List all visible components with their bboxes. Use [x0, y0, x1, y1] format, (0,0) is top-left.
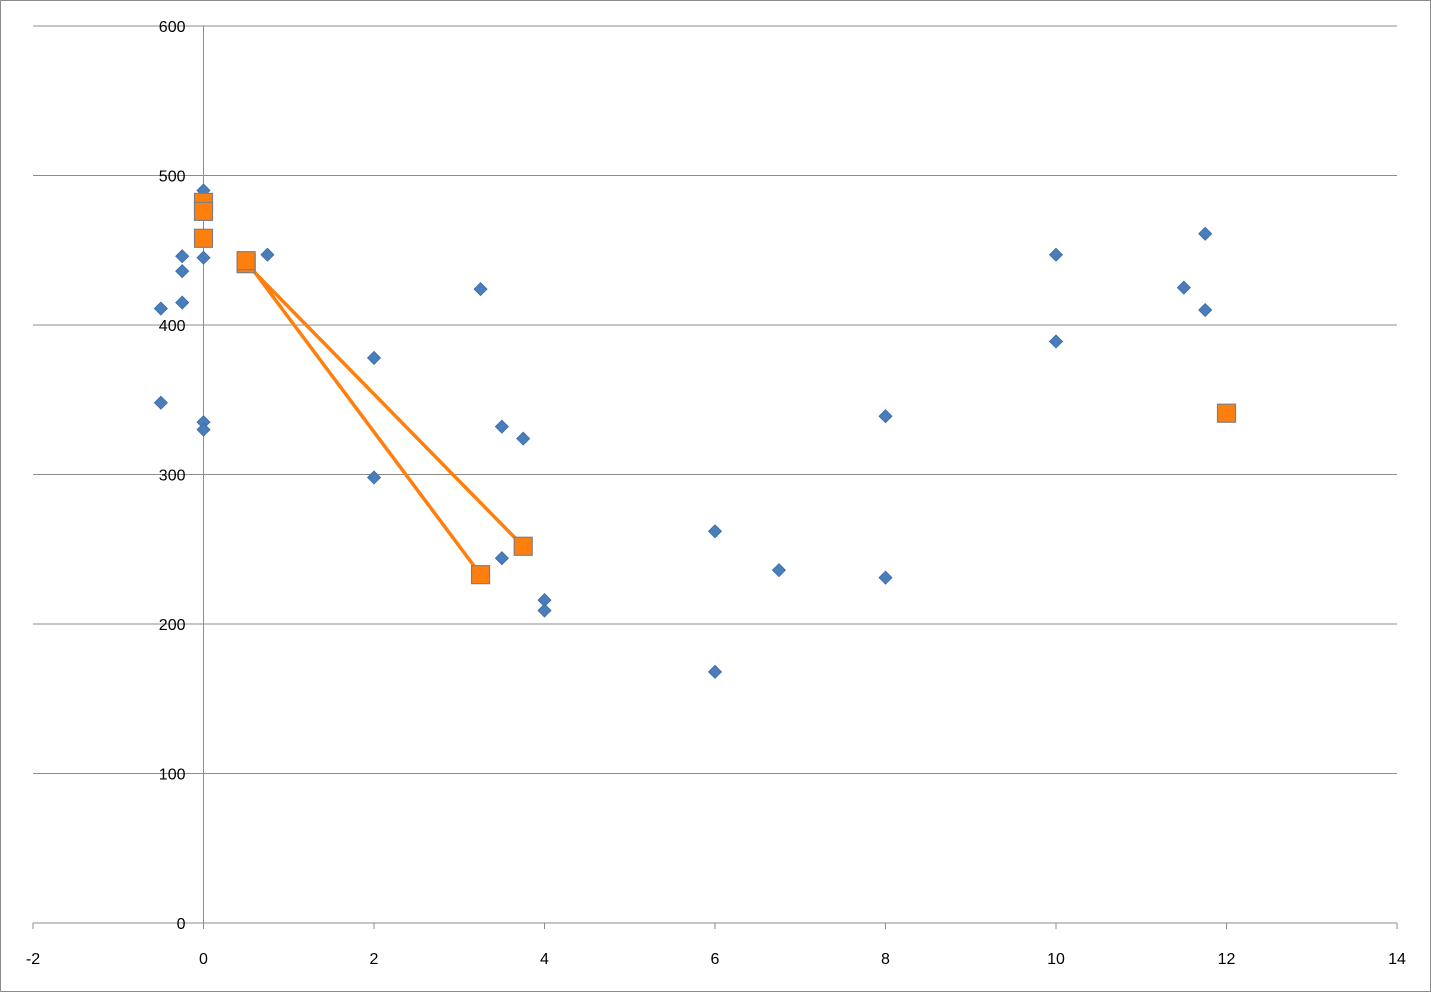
diamond-marker — [175, 295, 190, 310]
diamond-marker — [707, 664, 723, 679]
square-marker — [193, 228, 214, 248]
series-line — [244, 262, 525, 548]
diamond-marker — [175, 249, 190, 264]
diamond-marker — [707, 524, 723, 539]
diamond-marker — [878, 409, 893, 424]
y-tick-label: 100 — [159, 767, 186, 784]
y-tick-label: 0 — [177, 916, 186, 933]
diamond-marker — [494, 551, 509, 566]
x-tick-label: 10 — [1047, 951, 1065, 968]
y-tick-label: 300 — [159, 468, 186, 485]
diamond-marker — [153, 301, 168, 316]
gridlines — [33, 25, 1397, 774]
x-tick-label: 6 — [711, 951, 720, 968]
diamond-marker — [1176, 280, 1191, 295]
diamond-marker — [196, 422, 211, 437]
diamond-marker — [494, 419, 509, 434]
diamond-marker — [175, 264, 190, 279]
diamond-marker — [1048, 247, 1064, 262]
square-marker — [470, 565, 491, 585]
square-marker — [193, 201, 214, 221]
diamond-marker — [153, 395, 168, 410]
diamond-marker — [366, 350, 382, 365]
square-marker — [236, 251, 256, 271]
diamond-marker — [196, 250, 211, 265]
data-markers — [153, 183, 1237, 679]
x-tick-label: 2 — [370, 951, 379, 968]
diamond-marker — [878, 570, 893, 585]
axes — [32, 26, 1398, 929]
tick-labels: 0 100 200 300 400 500 600 -2 0 2 4 6 8 10 12 14 — [26, 19, 1406, 968]
x-tick-label: 12 — [1218, 951, 1236, 968]
x-tick-label: 4 — [540, 951, 549, 968]
y-tick-label: 400 — [159, 318, 186, 335]
diamond-marker — [537, 603, 552, 618]
diamond-marker — [516, 431, 531, 446]
x-tick-label: 0 — [199, 951, 208, 968]
diamond-marker — [260, 247, 275, 262]
series-line — [244, 259, 482, 576]
diamond-marker — [771, 563, 787, 578]
diamond-marker — [366, 470, 382, 485]
diamond-marker — [1198, 302, 1213, 318]
y-tick-label: 200 — [159, 617, 186, 634]
y-tick-label: 600 — [159, 19, 186, 36]
diamond-marker — [473, 282, 488, 297]
x-tick-label: -2 — [26, 951, 40, 968]
square-marker — [1216, 403, 1237, 423]
x-tick-label: 14 — [1388, 951, 1406, 968]
y-tick-label: 500 — [159, 169, 186, 186]
square-marker — [513, 536, 533, 556]
series-lines — [244, 259, 525, 576]
diamond-marker — [1048, 334, 1064, 349]
diamond-marker — [1198, 226, 1213, 241]
x-tick-label: 8 — [881, 951, 890, 968]
